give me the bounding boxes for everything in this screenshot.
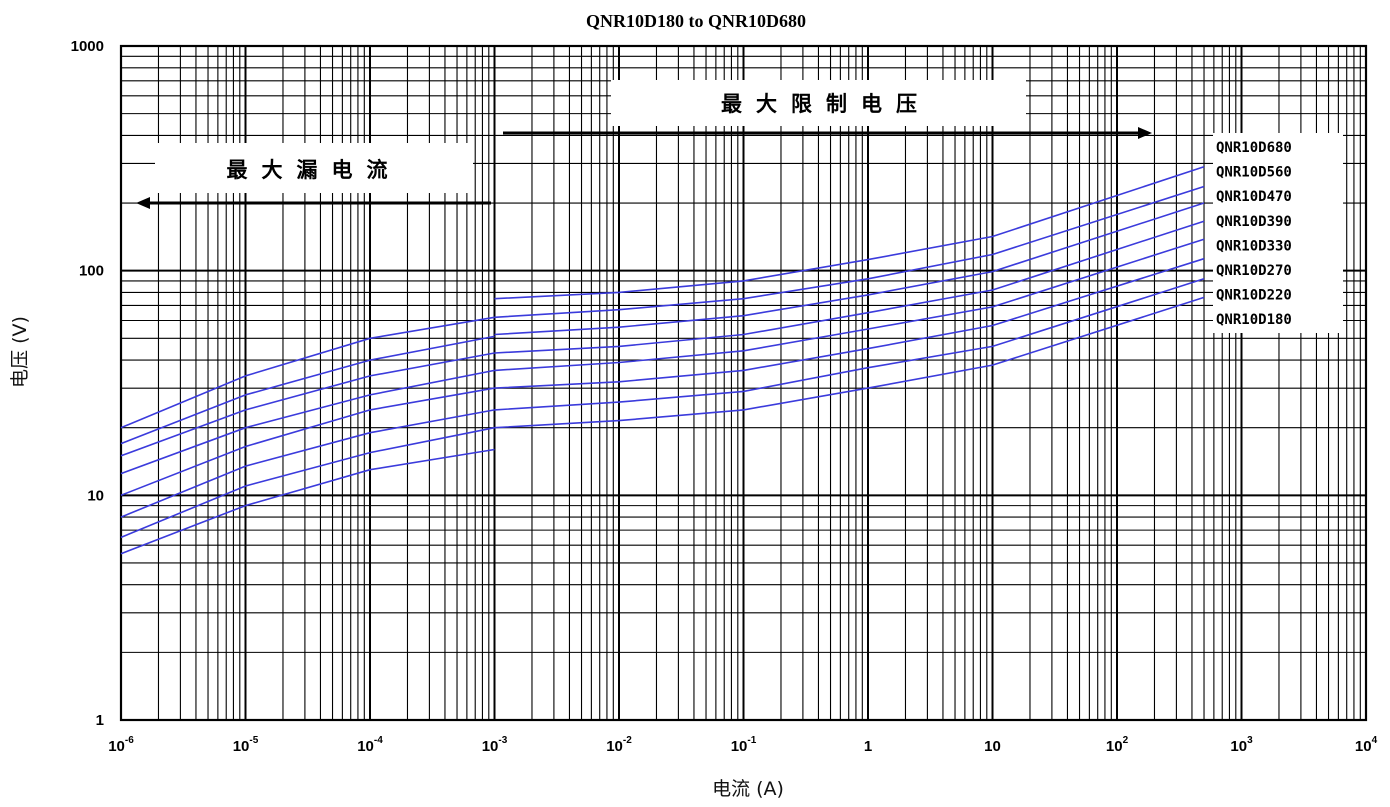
legend-box xyxy=(1213,133,1343,333)
series-line-clamping xyxy=(494,202,1205,336)
series-QNR10D270 xyxy=(120,257,1205,518)
legend-item: QNR10D680 xyxy=(1216,140,1292,156)
series-QNR10D390 xyxy=(120,220,1205,475)
series-line-leakage xyxy=(120,426,495,539)
chart-title: QNR10D180 to QNR10D680 xyxy=(586,11,806,31)
x-axis-label: 电流 (A) xyxy=(712,778,784,800)
series-QNR10D680 xyxy=(120,166,1205,429)
clamping-label-box xyxy=(611,80,1026,126)
series-line-leakage xyxy=(120,335,495,445)
series-line-clamping xyxy=(494,238,1205,372)
region-annotations: 最大漏电流 最大限制电压 xyxy=(136,80,1152,209)
legend-item: QNR10D270 xyxy=(1216,263,1292,279)
x-tick-label: 1 xyxy=(864,738,872,755)
series-line-clamping xyxy=(494,278,1205,411)
x-tick-label: 103 xyxy=(1230,735,1253,755)
series-lines xyxy=(120,166,1205,555)
series-line-clamping xyxy=(494,220,1205,354)
clamping-arrowhead xyxy=(1138,127,1152,139)
y-axis-label: 电压 (V) xyxy=(9,316,31,388)
y-tick-label: 1000 xyxy=(71,38,104,55)
x-tick-label: 10-2 xyxy=(606,735,632,755)
x-tick-label: 104 xyxy=(1355,735,1378,755)
series-line-clamping xyxy=(494,166,1205,300)
series-line-leakage xyxy=(120,409,495,518)
y-tick-label: 1 xyxy=(96,712,104,729)
legend-item: QNR10D470 xyxy=(1216,189,1292,205)
series-line-leakage xyxy=(120,369,495,475)
leakage-arrowhead xyxy=(136,197,150,209)
series-line-clamping xyxy=(494,185,1205,319)
legend-item: QNR10D390 xyxy=(1216,214,1292,230)
series-QNR10D180 xyxy=(120,296,1205,555)
series-line-clamping xyxy=(494,257,1205,389)
x-tick-label: 10-5 xyxy=(233,735,259,755)
legend-item: QNR10D180 xyxy=(1216,312,1292,328)
series-line-leakage xyxy=(120,387,495,497)
series-QNR10D560 xyxy=(120,185,1205,445)
x-tick-label: 10-1 xyxy=(731,735,757,755)
legend-item: QNR10D560 xyxy=(1216,165,1292,181)
series-line-leakage xyxy=(120,448,495,555)
series-line-leakage xyxy=(120,352,495,457)
legend-item: QNR10D330 xyxy=(1216,238,1292,254)
series-line-leakage xyxy=(120,316,495,429)
x-tick-label: 10 xyxy=(984,738,1001,755)
leakage-label: 最大漏电流 xyxy=(227,158,402,182)
y-tick-label: 100 xyxy=(79,263,104,280)
x-tick-label: 102 xyxy=(1106,735,1129,755)
leakage-label-box xyxy=(155,143,473,193)
x-axis-ticks: 10-6 10-5 10-4 10-3 10-2 10-1 1 10 102 103 104 xyxy=(108,735,1377,755)
y-axis-ticks: 1 10 100 1000 xyxy=(71,38,104,729)
x-tick-label: 10-4 xyxy=(357,735,383,755)
series-QNR10D330 xyxy=(120,238,1205,497)
plot-frame xyxy=(119,44,1368,722)
legend-item: QNR10D220 xyxy=(1216,288,1292,304)
clamping-label: 最大限制电压 xyxy=(721,92,931,116)
legend: QNR10D680 QNR10D560 QNR10D470 QNR10D390 QNR1… xyxy=(1213,133,1343,333)
y-tick-label: 10 xyxy=(87,487,104,504)
series-line-clamping xyxy=(494,296,1205,429)
x-tick-label: 10-6 xyxy=(108,735,134,755)
x-tick-label: 10-3 xyxy=(482,735,508,755)
